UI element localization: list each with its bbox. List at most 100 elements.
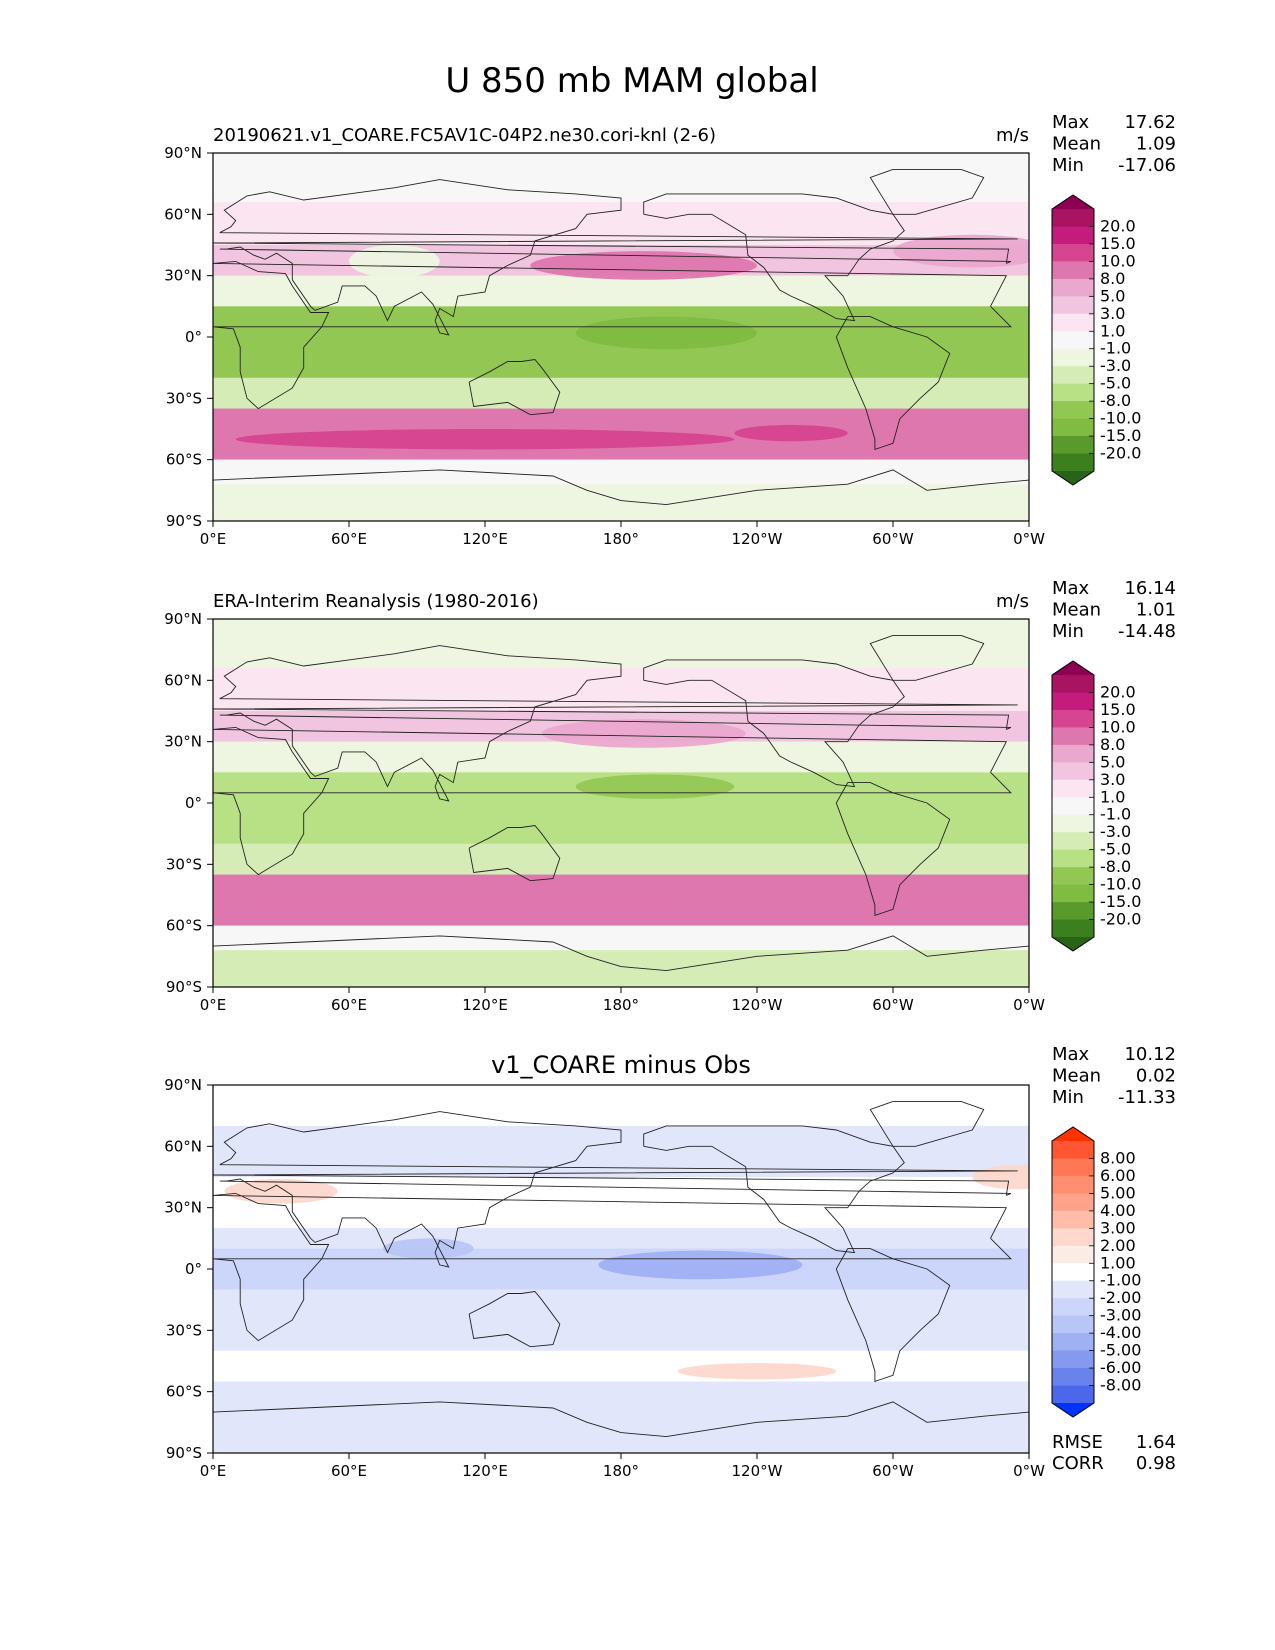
colorbar-label: 1.00	[1100, 1253, 1136, 1272]
y-tick-label: 60°S	[166, 451, 202, 469]
field-contours	[213, 619, 1029, 987]
colorbar-segment	[1052, 1333, 1094, 1352]
stat-label: Min	[1052, 621, 1084, 642]
colorbar-segment	[1052, 436, 1094, 455]
zonal-band	[213, 1177, 1029, 1229]
colorbar-segment	[1052, 902, 1094, 921]
colorbar-extend-min	[1052, 471, 1094, 485]
coastline	[213, 1192, 1012, 1342]
x-tick-label: 0°W	[1013, 1462, 1045, 1480]
colorbar-label: 10.0	[1100, 251, 1136, 270]
y-tick-label: 60°S	[166, 1383, 202, 1401]
colorbar-label: -20.0	[1100, 444, 1141, 463]
coastline	[213, 469, 1029, 506]
stat-label: CORR	[1052, 1453, 1104, 1474]
colorbar-label: 1.0	[1100, 787, 1125, 806]
colorbar-label: -3.00	[1100, 1306, 1141, 1325]
x-tick-label: 120°W	[732, 996, 783, 1014]
colorbar-segment	[1052, 779, 1094, 798]
field-feature	[598, 1250, 803, 1280]
field-feature	[575, 316, 757, 350]
colorbar-label: -5.00	[1100, 1341, 1141, 1360]
colorbar-segment	[1052, 1210, 1094, 1229]
field-feature	[734, 424, 848, 442]
units-label: m/s	[996, 125, 1029, 146]
chart-panel-3: 0°E 60°E 120°E 180° 120°W 60°W 0°W 90°N 60°N 30°N…	[164, 1044, 1176, 1480]
colorbar-label: -3.0	[1100, 822, 1131, 841]
colorbar-segment	[1052, 1175, 1094, 1194]
colorbar: 20.015.010.08.05.03.01.0-1.0-3.0-5.0-8.0…	[1051, 194, 1141, 486]
colorbar-extend-max	[1052, 661, 1094, 675]
colorbar-segment	[1052, 1350, 1094, 1369]
colorbar-segment	[1052, 1385, 1094, 1404]
coastline	[835, 1248, 951, 1383]
field-feature	[349, 245, 440, 278]
colorbar-outline	[1051, 660, 1095, 952]
colorbar-segment	[1052, 1193, 1094, 1212]
x-tick-label: 60°E	[331, 1462, 367, 1480]
colorbar-label: -8.00	[1100, 1376, 1141, 1395]
colorbar-label: -5.0	[1100, 840, 1131, 859]
colorbar-label: 5.0	[1100, 752, 1125, 771]
x-tick-label: 120°E	[462, 530, 508, 548]
coastline	[869, 634, 985, 681]
colorbar-segment	[1052, 383, 1094, 402]
colorbar-segment	[1052, 453, 1094, 472]
stat-label: Mean	[1052, 134, 1101, 155]
colorbar-segment	[1052, 849, 1094, 868]
colorbar-segment	[1052, 1315, 1094, 1334]
colorbar-outline	[1051, 1126, 1095, 1418]
field-feature	[575, 774, 735, 799]
zonal-band	[213, 275, 1029, 307]
y-tick-label: 60°N	[164, 671, 202, 689]
coastline	[213, 1111, 1018, 1268]
colorbar-segment	[1052, 727, 1094, 746]
chart-panel-2: 0°E 60°E 120°E 180° 120°W 60°W 0°W 90°N 60°N 30°N…	[164, 578, 1176, 1014]
coastline	[468, 1291, 561, 1348]
colorbar-label: 8.00	[1100, 1148, 1136, 1167]
colorbar-segment	[1052, 261, 1094, 280]
colorbar-label: -1.00	[1100, 1271, 1141, 1290]
x-tick-label: 0°E	[200, 1462, 227, 1480]
zonal-band	[213, 153, 1029, 203]
colorbar-label: -4.00	[1100, 1323, 1141, 1342]
colorbar-label: 4.00	[1100, 1201, 1136, 1220]
stat-value: -14.48	[1118, 621, 1176, 642]
coastline	[468, 359, 561, 416]
colorbar-label: 6.00	[1100, 1166, 1136, 1185]
colorbar-label: -20.0	[1100, 910, 1141, 929]
colorbar-segment	[1052, 209, 1094, 227]
zonal-band	[213, 950, 1029, 987]
x-tick-label: 60°E	[331, 530, 367, 548]
coastline	[835, 316, 951, 451]
coastlines	[213, 1100, 1029, 1438]
colorbar-segment	[1052, 296, 1094, 315]
coastline	[643, 659, 905, 788]
colorbar-label: 3.0	[1100, 770, 1125, 789]
colorbar-segment	[1052, 313, 1094, 332]
colorbar-label: -5.0	[1100, 374, 1131, 393]
colorbar-segment	[1052, 832, 1094, 851]
colorbar-label: 5.0	[1100, 286, 1125, 305]
panel-title: 20190621.v1_COARE.FC5AV1C-04P2.ne30.cori…	[213, 125, 716, 146]
field-feature	[383, 1238, 474, 1259]
figure-title: U 850 mb MAM global	[445, 61, 818, 101]
stat-value: -17.06	[1118, 155, 1176, 176]
coastline	[213, 726, 1012, 876]
zonal-band	[213, 459, 1029, 485]
colorbar-segment	[1052, 814, 1094, 833]
colorbar-segment	[1052, 1245, 1094, 1264]
stat-value: 16.14	[1124, 578, 1176, 599]
x-tick-label: 0°W	[1013, 530, 1045, 548]
y-tick-label: 60°N	[164, 1137, 202, 1155]
stat-value: 0.98	[1136, 1453, 1176, 1474]
colorbar-extend-max	[1052, 1127, 1094, 1141]
chart-panel-1: 0°E 60°E 120°E 180° 120°W 60°W 0°W 90°N 60°N 30°N…	[164, 112, 1176, 548]
x-tick-label: 0°E	[200, 996, 227, 1014]
colorbar-label: 3.0	[1100, 304, 1125, 323]
stat-value: -11.33	[1118, 1087, 1176, 1108]
y-tick-label: 90°S	[166, 978, 202, 996]
colorbar-segment	[1052, 1141, 1094, 1159]
stat-label: Mean	[1052, 1066, 1101, 1087]
stat-label: Min	[1052, 155, 1084, 176]
